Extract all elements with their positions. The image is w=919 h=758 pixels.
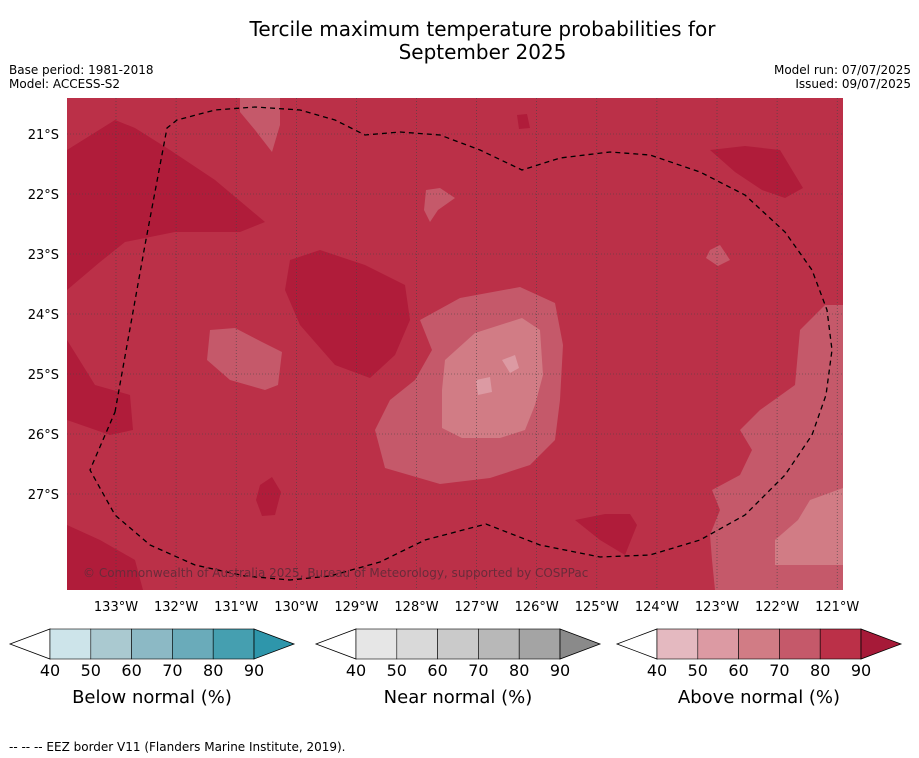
lon-tick-label: 121°W: [815, 600, 859, 615]
colorbar-segment: [172, 628, 214, 660]
title-line-1: Tercile maximum temperature probabilitie…: [249, 17, 716, 41]
colorbar-title: Above normal (%): [678, 687, 840, 708]
field-lighter-east: [775, 488, 843, 565]
colorbar-tick-label: 70: [162, 661, 182, 680]
colorbar-tick-label: 50: [688, 661, 708, 680]
colorbar-tick-label: 90: [244, 661, 264, 680]
base-period: Base period: 1981-2018: [9, 63, 154, 77]
field-lightest-2: [476, 377, 492, 395]
map-title: Tercile maximum temperature probabilitie…: [0, 18, 919, 64]
copyright-notice: © Commonwealth of Australia 2025, Bureau…: [83, 566, 588, 580]
colorbar-segment: [212, 628, 255, 660]
colorbar-tick-label: 50: [387, 661, 407, 680]
colorbar-segment: [656, 628, 699, 660]
field-dark-sw: [67, 525, 143, 590]
colorbar: 40 50 60 70 80 90 Above normal (%): [615, 628, 903, 708]
colorbar-tick-label: 40: [647, 661, 667, 680]
colorbar-extend-high: [860, 628, 903, 660]
colorbar-tick-label: 40: [346, 661, 366, 680]
model-run: Model run: 07/07/2025: [773, 63, 911, 77]
colorbar-extend-high: [559, 628, 602, 660]
colorbar-segment: [738, 628, 780, 660]
lat-tick-label: 21°S: [28, 128, 59, 143]
lat-tick-label: 26°S: [28, 428, 59, 443]
colorbar-tick-label: 60: [728, 661, 748, 680]
colorbar-tick-label: 60: [427, 661, 447, 680]
lon-tick-label: 126°W: [515, 600, 559, 615]
lon-tick-label: 129°W: [334, 600, 378, 615]
field-dark-dot: [517, 114, 530, 129]
lat-tick-label: 27°S: [28, 488, 59, 503]
field-light-n: [240, 98, 280, 152]
colorbar-tick-label: 50: [81, 661, 101, 680]
colorbar-tick-label: 90: [851, 661, 871, 680]
lon-tick-label: 128°W: [394, 600, 438, 615]
colorbar-segment: [819, 628, 862, 660]
field-dark-nw: [67, 120, 265, 290]
colorbar-extend-high: [253, 628, 296, 660]
lon-tick-label: 131°W: [214, 600, 258, 615]
colorbar-tick-label: 90: [550, 661, 570, 680]
colorbar-segment: [697, 628, 739, 660]
colorbar-title: Near normal (%): [384, 687, 533, 708]
lon-tick-label: 130°W: [274, 600, 318, 615]
eez-border: [89, 106, 833, 581]
colorbar-segment: [478, 628, 520, 660]
field-lightest-1: [502, 355, 519, 373]
eez-footnote: -- -- -- EEZ border V11 (Flanders Marine…: [9, 740, 346, 754]
colorbar: 40 50 60 70 80 90 Below normal (%): [8, 628, 296, 708]
field-dark-small: [256, 477, 281, 516]
lon-tick-label: 122°W: [755, 600, 799, 615]
colorbars: 40 50 60 70 80 90 Below normal (%) 40 50 60 70 80 90…: [8, 628, 903, 708]
colorbar-extend-low: [314, 628, 357, 660]
colorbar-segment: [90, 628, 132, 660]
lon-tick-label: 127°W: [455, 600, 499, 615]
lon-tick-label: 132°W: [154, 600, 198, 615]
field-light-small2: [706, 245, 730, 266]
colorbar-segment: [437, 628, 479, 660]
issued-date: Issued: 09/07/2025: [795, 77, 911, 91]
colorbar-tick-label: 70: [769, 661, 789, 680]
lon-tick-label: 124°W: [635, 600, 679, 615]
colorbar-segment: [355, 628, 398, 660]
colorbar-tick-label: 60: [121, 661, 141, 680]
latitude-labels: 21°S 22°S 23°S 24°S 25°S 26°S 27°S: [28, 128, 59, 503]
colorbar-segment: [49, 628, 92, 660]
lat-tick-label: 22°S: [28, 188, 59, 203]
lat-tick-label: 23°S: [28, 248, 59, 263]
colorbar-title: Below normal (%): [72, 687, 232, 708]
title-line-2: September 2025: [398, 40, 567, 64]
colorbar-extend-low: [8, 628, 51, 660]
map-figure: © Commonwealth of Australia 2025, Bureau…: [8, 98, 903, 708]
field-dark-s: [575, 514, 637, 555]
field-dark-ne: [710, 146, 803, 198]
field-light-west: [207, 328, 282, 390]
colorbar-segment: [131, 628, 173, 660]
field-dark-center: [285, 250, 410, 378]
longitude-labels: 133°W 132°W 131°W 130°W 129°W 128°W 127°W 126°W…: [94, 600, 860, 615]
colorbar-tick-label: 80: [810, 661, 830, 680]
meta-left: Base period: 1981-2018 Model: ACCESS-S2: [9, 63, 154, 91]
colorbar-tick-label: 70: [468, 661, 488, 680]
field-lighter-center: [442, 318, 543, 438]
colorbar: 40 50 60 70 80 90 Near normal (%): [314, 628, 602, 708]
colorbar-segment: [779, 628, 821, 660]
colorbar-tick-label: 80: [509, 661, 529, 680]
lon-tick-label: 125°W: [575, 600, 619, 615]
field-light-small1: [424, 188, 455, 222]
lat-tick-label: 25°S: [28, 368, 59, 383]
colorbar-extend-low: [615, 628, 658, 660]
field-dark-w: [67, 340, 133, 435]
colorbar-segment: [396, 628, 438, 660]
lon-tick-label: 133°W: [94, 600, 138, 615]
colorbar-tick-label: 80: [203, 661, 223, 680]
model-name: Model: ACCESS-S2: [9, 77, 121, 91]
colorbar-segment: [518, 628, 561, 660]
lon-tick-label: 123°W: [695, 600, 739, 615]
meta-right: Model run: 07/07/2025 Issued: 09/07/2025: [774, 63, 911, 91]
probability-field: [67, 98, 843, 590]
lat-tick-label: 24°S: [28, 308, 59, 323]
colorbar-tick-label: 40: [40, 661, 60, 680]
grid-lines: [67, 98, 843, 590]
